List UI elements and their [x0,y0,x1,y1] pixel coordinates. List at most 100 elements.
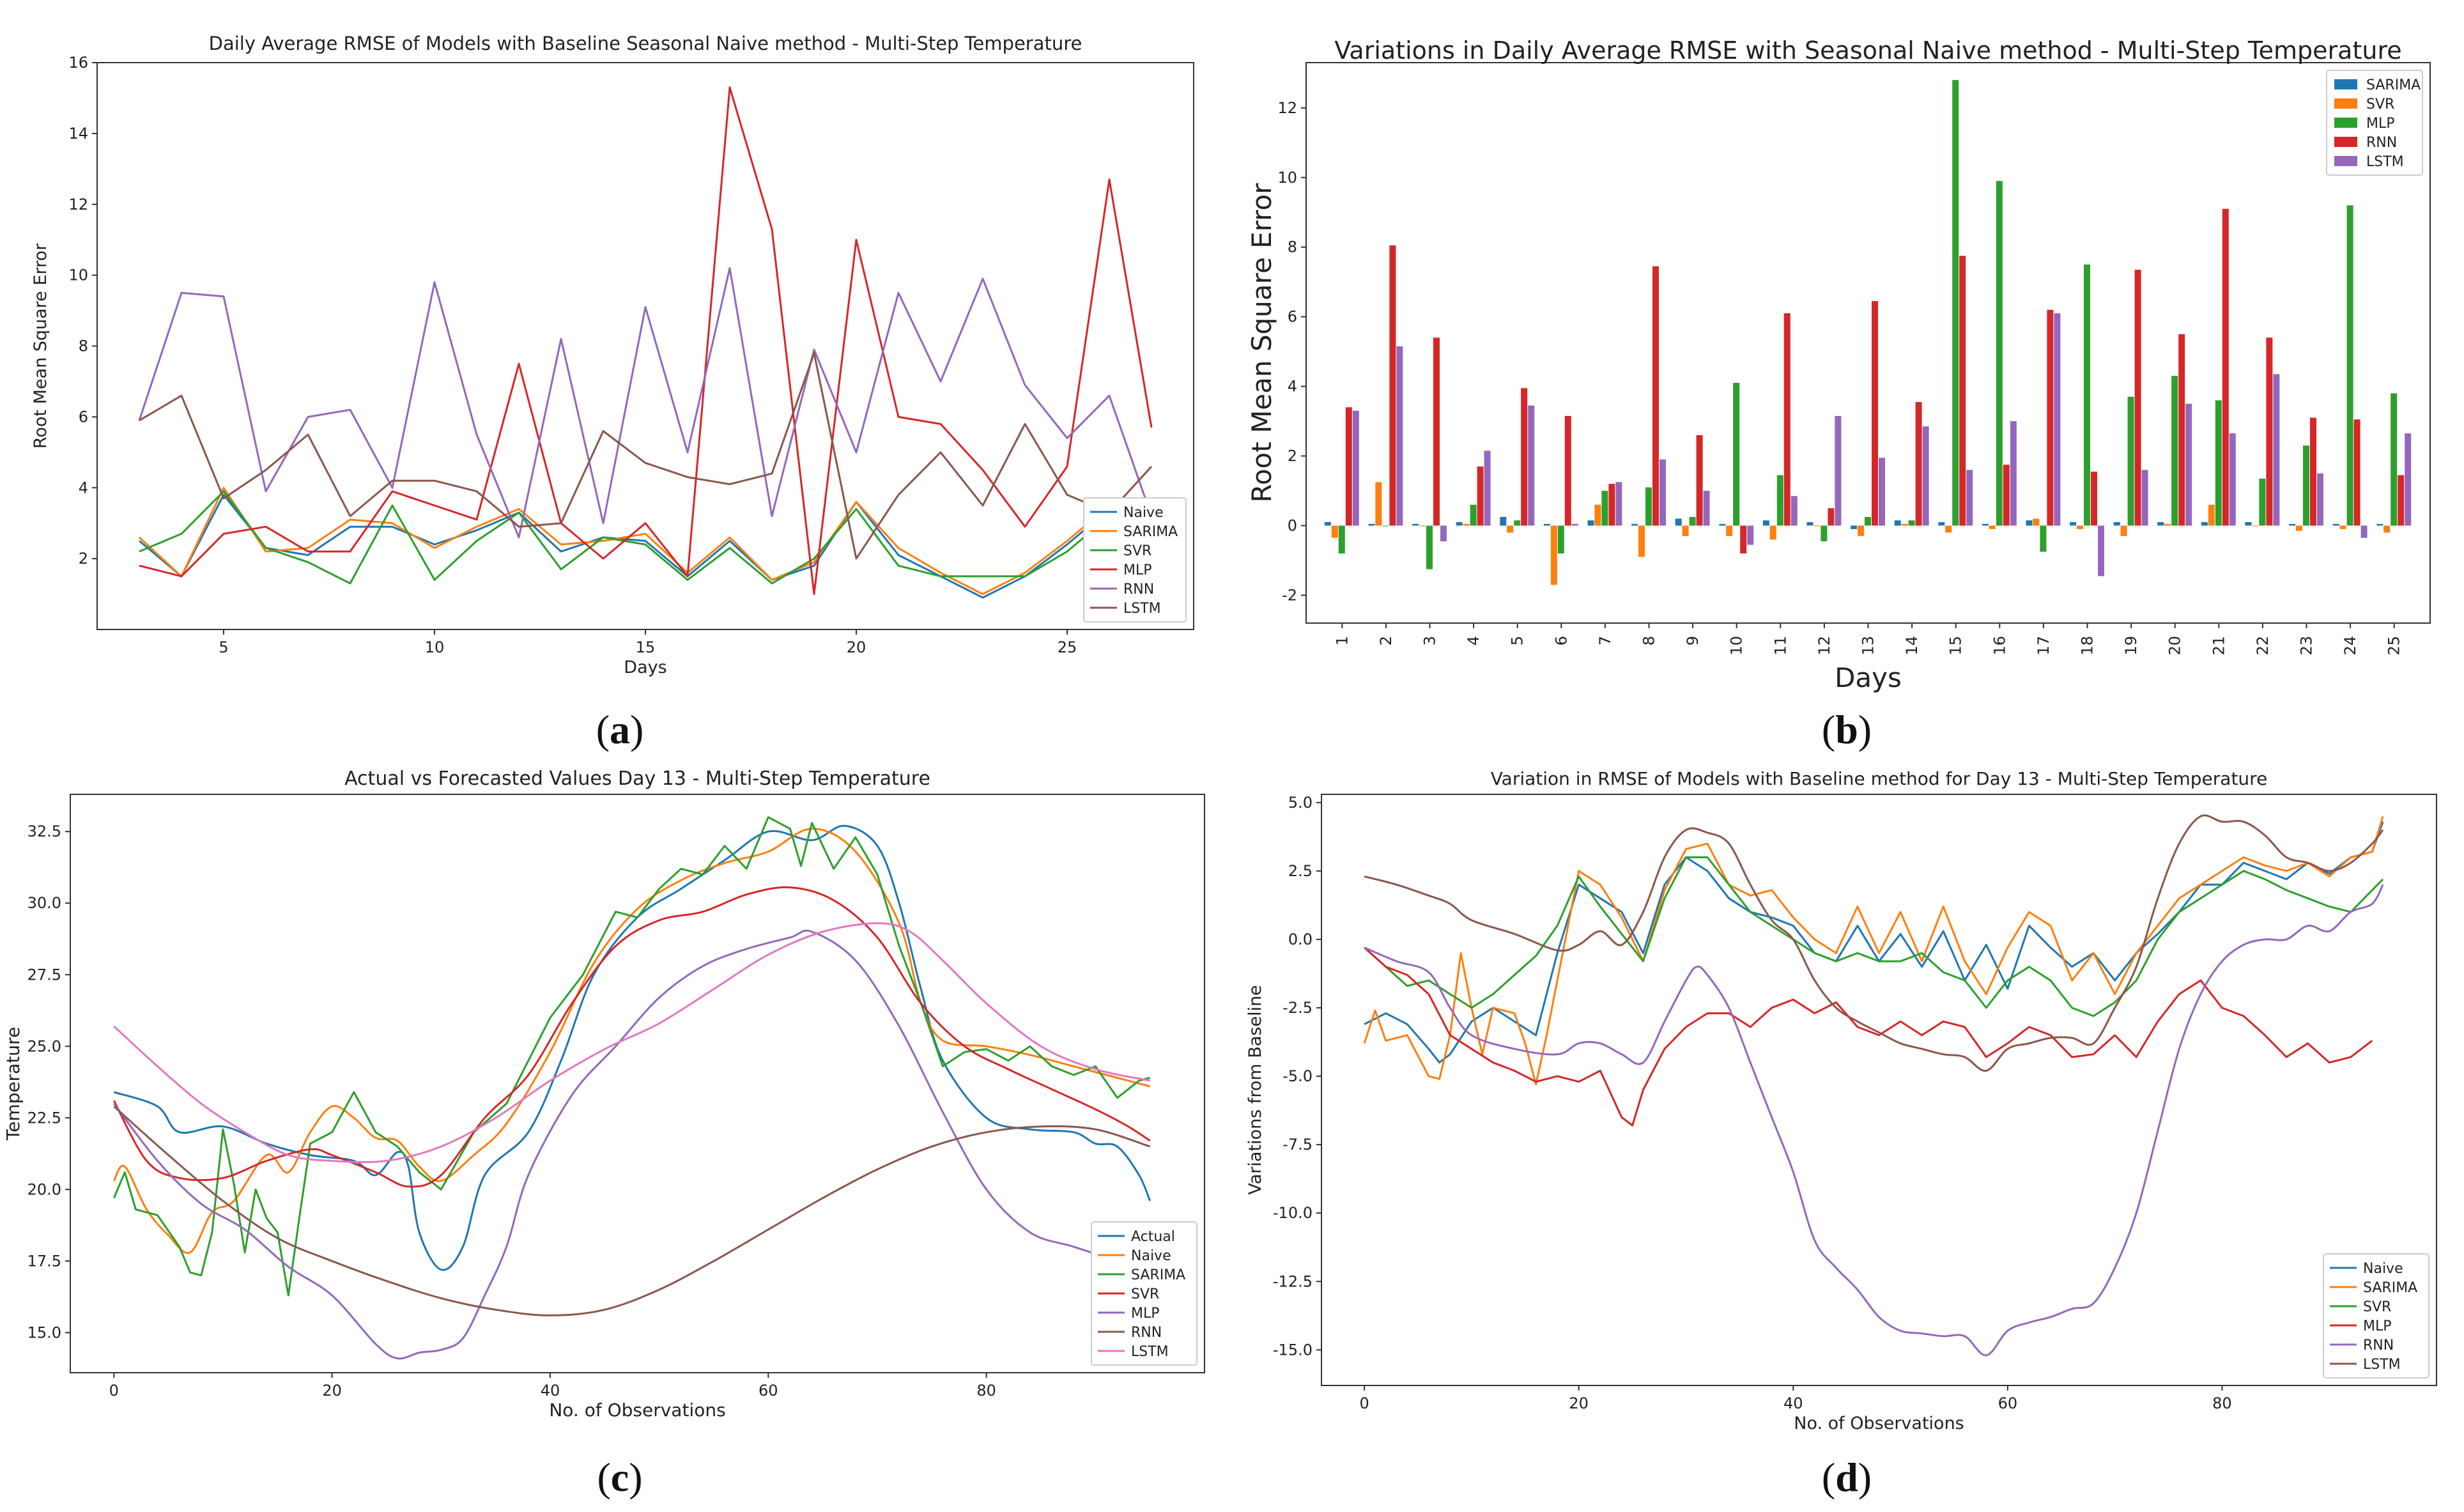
caption-a: (a) [596,707,644,752]
caption-b: (b) [1821,707,1872,752]
bar-svr [1550,525,1557,585]
bar-mlp [1908,520,1915,526]
bar-rnn [1783,313,1790,526]
y-tick-label: 0.0 [1288,930,1313,948]
chart-title: Actual vs Forecasted Values Day 13 - Mul… [344,768,930,790]
bar-svr [2339,525,2346,529]
x-tick-label: 80 [2212,1394,2232,1412]
x-tick-label: 40 [541,1382,560,1400]
y-tick-label: 0 [1288,516,1297,534]
plot-frame [1321,794,2437,1386]
bar-lstm [2098,525,2104,576]
legend-label: MLP [2363,1318,2392,1334]
legend-label: Naive [2363,1261,2403,1277]
bar-mlp [2215,400,2222,526]
bar-sarima [1631,523,1638,526]
bar-svr [2120,525,2127,536]
series-line-rnn [138,267,1153,539]
bar-mlp [2303,445,2309,526]
bar-mlp [1865,516,1871,526]
x-tick-label: 0 [109,1382,119,1400]
bar-svr [1507,525,1514,533]
y-tick-label: 10 [68,266,88,284]
bar-mlp [1426,525,1433,569]
series-line-mlp [1364,946,2373,1127]
plot-frame [70,794,1205,1373]
legend-label: SARIMA [1123,524,1178,540]
legend-box [2323,1253,2429,1378]
bar-rnn [2178,334,2185,526]
bar-rnn [1652,266,1659,526]
legend-label: MLP [1123,562,1152,578]
y-tick-label: 2 [1288,447,1297,465]
legend-swatch [2334,137,2357,147]
x-tick-label: 4 [1465,636,1482,645]
y-tick-label: 8 [1288,238,1297,256]
bar-svr [2164,523,2171,526]
series-line-naive [139,493,1152,599]
x-axis-label: No. of Observations [1794,1414,1964,1433]
x-tick-label: 2 [1377,636,1395,645]
bar-lstm [2405,433,2412,526]
bar-rnn [1433,337,1440,526]
bar-mlp [1382,525,1389,527]
x-axis-label: Days [1835,662,1902,693]
bar-rnn [1345,407,1352,526]
bar-svr [1419,525,1426,527]
series-line-svr [1364,856,2384,1017]
bar-rnn [1521,388,1528,526]
legend-label: SVR [1131,1286,1159,1302]
bar-rnn [2310,417,2316,526]
bar-mlp [1733,383,1740,526]
plot-frame [1305,62,2431,624]
bar-mlp [1952,80,1959,526]
legend-label: RNN [1131,1325,1162,1341]
bar-mlp [2127,396,2134,526]
caption-b-letter: b [1835,707,1858,752]
bar-sarima [1543,523,1550,526]
legend-label: LSTM [1131,1344,1169,1360]
bar-rnn [1872,301,1878,526]
legend-label: MLP [1131,1306,1160,1322]
bar-lstm [2360,525,2368,538]
bar-lstm [1571,523,1578,526]
bar-lstm [1747,525,1754,545]
y-tick-label: -10.0 [1273,1204,1313,1222]
x-tick-label: 6 [1552,636,1570,645]
x-tick-label: 5 [1509,636,1527,645]
series-line-lstm [113,922,1151,1164]
bar-sarima [2201,522,2208,526]
x-tick-label: 12 [1815,636,1833,656]
y-axis-label: Variations from Baseline [1245,985,1265,1194]
bar-svr [2208,504,2215,526]
y-tick-label: 16 [68,54,88,72]
bar-sarima [1894,520,1901,526]
bar-lstm [1790,496,1798,526]
x-tick-label: 18 [2079,636,2097,656]
y-tick-label: 25.0 [27,1037,61,1055]
bar-mlp [1689,516,1696,526]
bar-lstm [2229,433,2236,526]
chart-panel-a: Daily Average RMSE of Models with Baseli… [0,0,1232,703]
bar-svr [2077,525,2083,529]
legend-label: Naive [1123,505,1164,521]
bar-sarima [2289,523,2296,526]
legend-label: SARIMA [2363,1280,2417,1296]
bar-sarima [1938,522,1945,526]
x-tick-label: 19 [2122,636,2140,656]
x-tick-label: 1 [1333,636,1351,645]
y-tick-label: 20.0 [27,1180,61,1198]
bar-mlp [1996,181,2003,526]
bar-lstm [2141,470,2148,526]
bar-sarima [2026,520,2033,526]
series-line-mlp [113,929,1118,1360]
legend-label: SVR [2363,1299,2391,1315]
bar-lstm [2317,473,2323,526]
bar-lstm [2010,421,2017,526]
y-tick-label: 14 [68,125,88,143]
y-tick-label: 30.0 [27,894,61,912]
y-tick-label: 2.5 [1288,862,1313,880]
bar-lstm [1922,426,1929,526]
bar-sarima [1762,520,1769,526]
caption-a-letter: a [610,707,630,752]
